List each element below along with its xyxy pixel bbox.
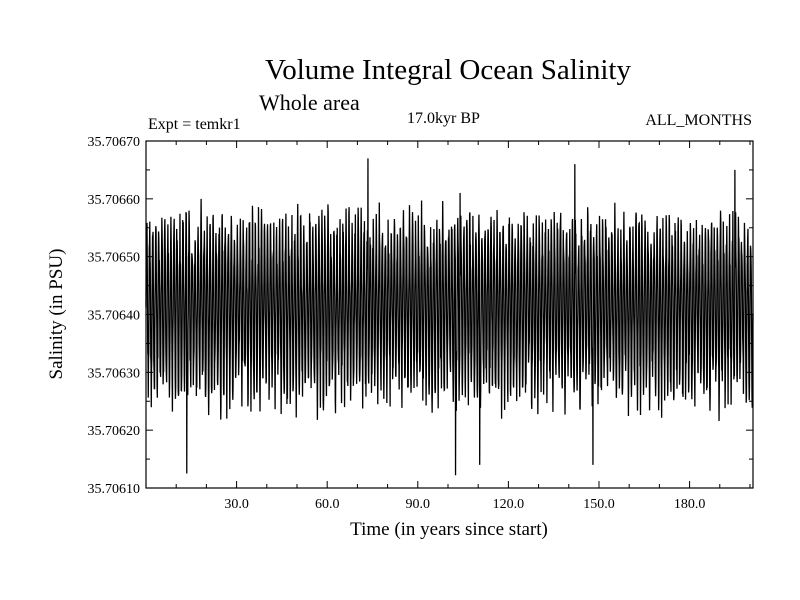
x-tick-label: 60.0 — [315, 497, 340, 512]
y-axis: 35.70610 35.70620 35.70630 35.70640 35.70650… — [88, 135, 753, 497]
y-tick-label: 35.70620 — [88, 424, 141, 439]
x-tick-label: 150.0 — [583, 497, 615, 512]
period-label: 17.0kyr BP — [407, 110, 480, 127]
salinity-series-line — [145, 158, 754, 476]
y-tick-label: 35.70640 — [88, 309, 141, 324]
y-tick-label: 35.70650 — [88, 251, 141, 266]
series-layer — [145, 158, 754, 476]
x-tick-label: 90.0 — [406, 497, 431, 512]
x-axis-label: Time (in years since start) — [350, 519, 548, 540]
y-tick-label: 35.70630 — [88, 366, 141, 381]
y-tick-label: 35.70610 — [88, 482, 141, 497]
x-tick-label: 180.0 — [674, 497, 706, 512]
x-axis: 30.0 60.0 90.0 120.0 150.0 180.0 — [175, 141, 751, 512]
chart-subtitle: Whole area — [259, 90, 360, 115]
months-label: ALL_MONTHS — [645, 112, 752, 129]
y-tick-label: 35.70660 — [88, 193, 141, 208]
x-tick-label: 120.0 — [493, 497, 525, 512]
y-tick-label: 35.70670 — [88, 135, 141, 150]
experiment-label: Expt = temkr1 — [148, 116, 241, 133]
x-tick-label: 30.0 — [224, 497, 249, 512]
y-axis-label: Salinity (in PSU) — [46, 249, 67, 380]
chart-title: Volume Integral Ocean Salinity — [265, 54, 631, 86]
